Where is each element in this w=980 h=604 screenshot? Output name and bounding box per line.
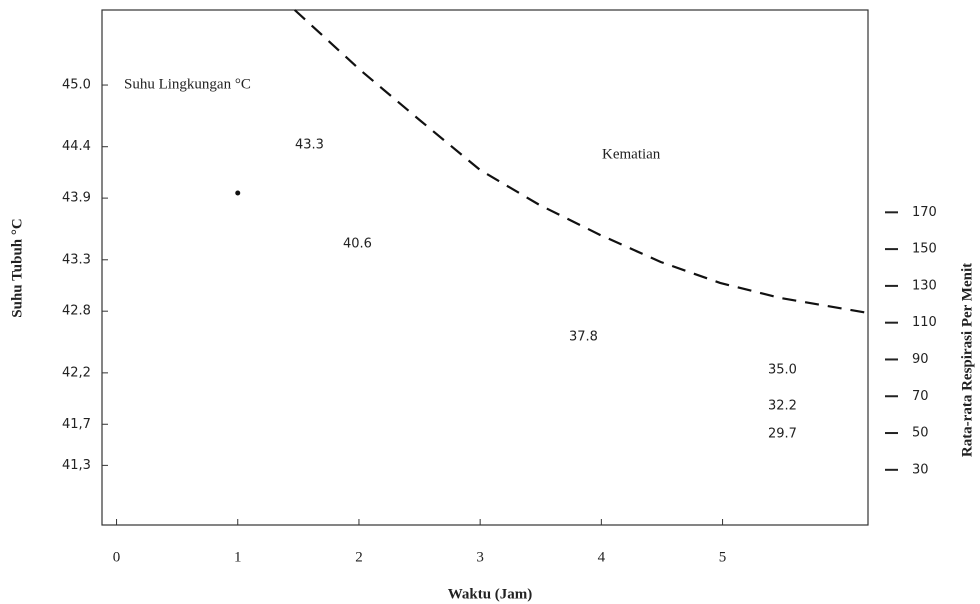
x-tick-label: 1 (234, 549, 242, 565)
y-tick-label: 44.4 (62, 139, 91, 154)
annotation: Kematian (602, 146, 661, 162)
x-tick-label: 4 (598, 549, 606, 565)
y-tick-label: 45.0 (62, 78, 91, 93)
annotation: 32.2 (768, 399, 797, 414)
y-tick-label: 41,7 (62, 417, 91, 432)
y2-tick-label: 170 (912, 205, 937, 220)
y-tick-label: 41,3 (62, 458, 91, 473)
plot-frame (101, 9, 869, 526)
y2-tick-label: 130 (912, 278, 937, 293)
y2-tick-label: 90 (912, 352, 929, 367)
x-tick-label: 2 (355, 549, 363, 565)
annotation: 37.8 (569, 330, 598, 345)
data-point (235, 190, 241, 196)
annotation: 29.7 (768, 427, 797, 442)
y-tick-label: 43.3 (62, 252, 91, 267)
x-axis-title: Waktu (Jam) (448, 586, 533, 602)
y-tick-label: 43.9 (62, 191, 91, 206)
x-tick-label: 0 (113, 549, 121, 565)
y2-tick-label: 50 (912, 426, 929, 441)
annotation: 35.0 (768, 363, 797, 378)
y2-tick-label: 70 (912, 389, 929, 404)
data-line (293, 9, 869, 315)
x-tick-label: 5 (719, 549, 727, 565)
annotation: Suhu Lingkungan °C (124, 76, 251, 92)
annotation: 40.6 (343, 237, 372, 252)
y2-tick-label: 30 (912, 462, 929, 477)
y-axis-title: Suhu Tubuh °C (9, 218, 25, 317)
y2-axis-title: Rata-rata Respirasi Per Menit (959, 263, 975, 457)
annotation: 43.3 (295, 138, 324, 153)
y-tick-label: 42,2 (62, 365, 91, 380)
y-tick-label: 42.8 (62, 304, 91, 319)
y2-tick-label: 150 (912, 242, 937, 257)
y2-tick-label: 110 (912, 315, 937, 330)
x-tick-label: 3 (476, 549, 484, 565)
